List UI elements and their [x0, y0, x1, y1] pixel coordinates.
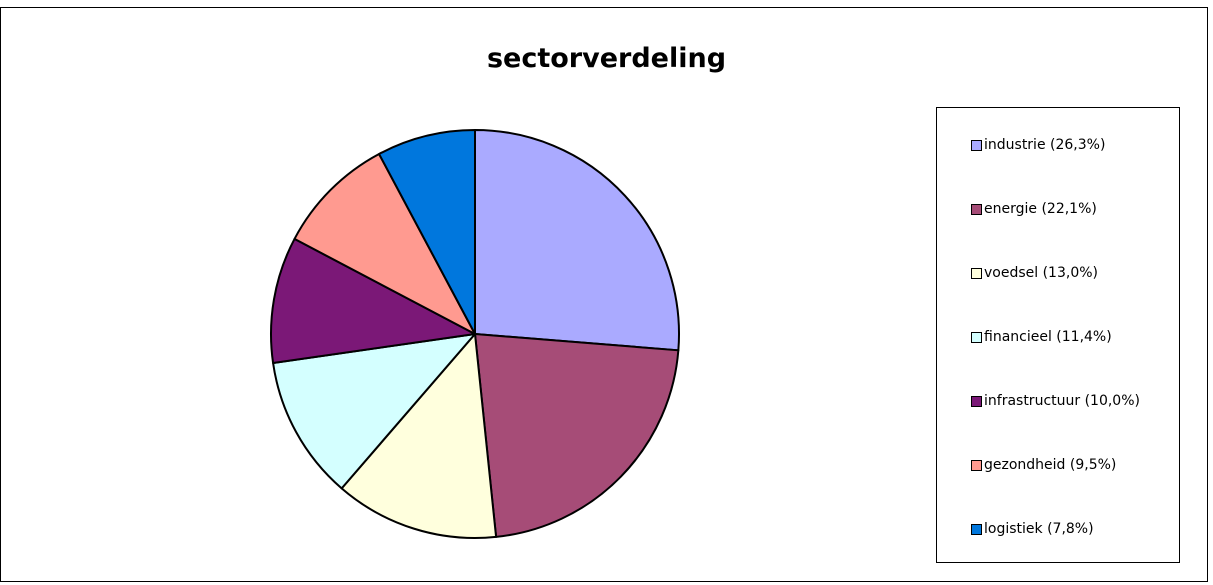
legend: industrie (26,3%) energie (22,1%) voedsel … [936, 107, 1180, 563]
legend-item-5: gezondheid (9,5%) [971, 455, 1116, 475]
legend-label-0: industrie (26,3%) [984, 137, 1106, 153]
legend-swatch-4 [971, 395, 982, 407]
legend-swatch-1 [971, 203, 982, 215]
legend-swatch-5 [971, 459, 982, 471]
legend-swatch-3 [971, 331, 982, 343]
legend-item-3: financieel (11,4%) [971, 327, 1112, 347]
chart-title: sectorverdeling [486, 43, 727, 74]
pie-slice-3 [272, 333, 476, 490]
pie-slice-6 [378, 129, 476, 335]
legend-item-2: voedsel (13,0%) [971, 263, 1098, 283]
legend-label-4: infrastructuur (10,0%) [984, 393, 1140, 409]
pie-slice-0 [474, 129, 680, 352]
legend-label-2: voedsel (13,0%) [984, 265, 1098, 281]
legend-label-1: energie (22,1%) [984, 201, 1097, 217]
legend-item-6: logistiek (7,8%) [971, 519, 1094, 539]
legend-label-3: financieel (11,4%) [984, 329, 1112, 345]
legend-item-0: industrie (26,3%) [971, 135, 1105, 155]
legend-item-1: energie (22,1%) [971, 199, 1097, 219]
pie-slice-2 [340, 333, 498, 539]
legend-label-6: logistiek (7,8%) [984, 521, 1094, 537]
pie-slice-1 [474, 333, 680, 538]
legend-swatch-0 [971, 139, 982, 151]
legend-swatch-2 [971, 267, 982, 279]
pie-slice-5 [293, 152, 476, 335]
legend-label-5: gezondheid (9,5%) [984, 457, 1117, 473]
pie-slice-4 [270, 237, 476, 365]
legend-swatch-6 [971, 523, 982, 535]
legend-item-4: infrastructuur (10,0%) [971, 391, 1140, 411]
